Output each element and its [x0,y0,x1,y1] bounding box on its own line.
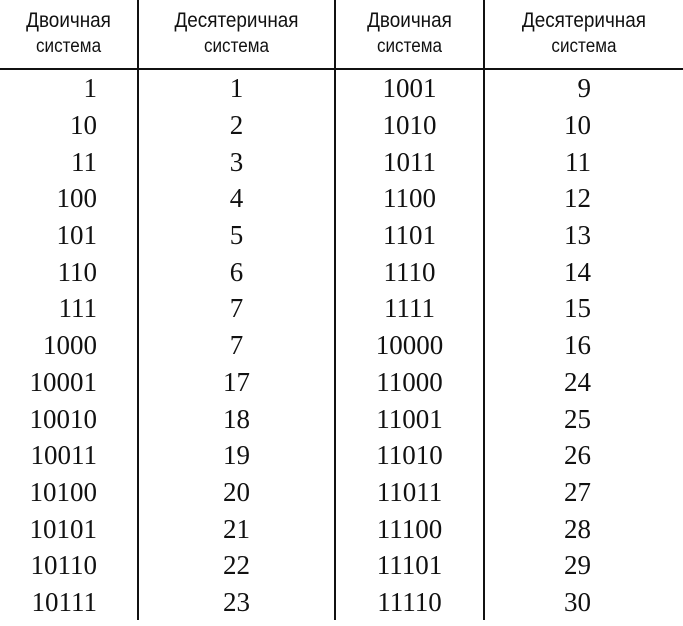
table-row: 1 1 1001 9 [0,69,683,107]
decimal-cell: 19 [138,436,336,474]
decimal-cell: 1 [138,69,336,107]
decimal-cell: 22 [138,546,336,584]
table-row: 111 7 1111 15 [0,290,683,327]
decimal-cell: 14 [564,256,591,287]
table-row: 10001 17 11000 24 [0,363,683,401]
binary-cell: 10111 [0,583,139,621]
header-line1: Десятеричная [521,9,646,32]
binary-header-3: Двоичная система [342,0,478,70]
decimal-cell: 26 [564,440,591,471]
binary-cell: 1101 [335,216,485,254]
binary-cell: 11110 [335,583,485,621]
decimal-header-2: Десятеричная система [147,0,327,70]
binary-cell: 1100 [335,180,485,217]
decimal-cell: 28 [564,513,591,544]
binary-cell: 11100 [335,510,485,547]
table-row: 10101 21 11100 28 [0,510,683,547]
binary-cell: 11101 [335,546,485,584]
binary-cell: 11010 [335,436,485,474]
binary-cell: 11001 [335,400,485,437]
binary-cell: 1011 [335,143,485,181]
table-row: 11 3 1011 11 [0,143,683,181]
binary-cell: 11000 [335,363,485,401]
decimal-cell: 4 [138,180,336,217]
binary-cell: 10001 [0,363,139,401]
decimal-cell: 11 [565,146,591,177]
header-row: Двоичная система Десятеричная система Двоичн… [0,0,683,70]
decimal-cell: 21 [138,510,336,547]
decimal-header-4: Десятеричная система [493,0,674,70]
binary-cell: 101 [0,216,139,254]
decimal-cell: 3 [138,143,336,181]
table-row: 110 6 1110 14 [0,253,683,291]
decimal-cell: 15 [564,293,591,324]
binary-cell: 11011 [335,473,485,511]
table-row: 10111 23 11110 30 [0,583,683,621]
decimal-cell: 27 [564,476,591,507]
header-line1: Десятеричная [174,9,299,32]
binary-cell: 10 [0,106,139,144]
decimal-cell: 17 [138,363,336,401]
decimal-cell: 7 [138,290,336,327]
table-row: 10010 18 11001 25 [0,400,683,437]
decimal-cell: 24 [564,366,591,397]
decimal-cell: 23 [138,583,336,621]
decimal-cell: 7 [138,326,336,364]
binary-header-1: Двоичная система [6,0,133,70]
decimal-cell: 10 [564,110,591,141]
header-line1: Двоичная [367,9,452,32]
binary-cell: 10100 [0,473,139,511]
header-line2: система [551,36,617,57]
binary-cell: 1 [0,69,139,107]
binary-cell: 10110 [0,546,139,584]
binary-cell: 10101 [0,510,139,547]
decimal-cell: 30 [564,586,591,617]
header-line2: система [36,36,102,57]
binary-cell: 111 [0,290,139,327]
header-line1: Двоичная [26,9,111,32]
table-row: 1000 7 10000 16 [0,326,683,364]
decimal-cell: 29 [564,550,591,581]
table-row: 10100 20 11011 27 [0,473,683,511]
binary-cell: 100 [0,180,139,217]
binary-cell: 1110 [335,253,485,291]
table-row: 10011 19 11010 26 [0,436,683,474]
binary-cell: 10010 [0,400,139,437]
decimal-cell: 13 [564,220,591,251]
decimal-cell: 5 [138,216,336,254]
binary-cell: 110 [0,253,139,291]
table-row: 100 4 1100 12 [0,180,683,217]
decimal-cell: 12 [564,183,591,214]
header-line2: система [203,36,270,57]
binary-cell: 1000 [0,326,139,364]
binary-cell: 1111 [335,290,485,327]
binary-cell: 1001 [335,69,485,107]
decimal-cell: 20 [138,473,336,511]
decimal-cell: 2 [138,106,336,144]
table-row: 10110 22 11101 29 [0,546,683,584]
decimal-cell: 25 [564,403,591,434]
binary-cell: 10011 [0,436,139,474]
decimal-cell: 9 [577,73,592,104]
binary-cell: 11 [0,143,139,181]
binary-cell: 10000 [335,326,485,364]
table-row: 10 2 1010 10 [0,106,683,144]
decimal-cell: 6 [138,253,336,291]
decimal-cell: 18 [138,400,336,437]
binary-cell: 1010 [335,106,485,144]
header-line2: система [376,36,443,57]
table-row: 101 5 1101 13 [0,216,683,254]
decimal-cell: 16 [564,330,591,361]
